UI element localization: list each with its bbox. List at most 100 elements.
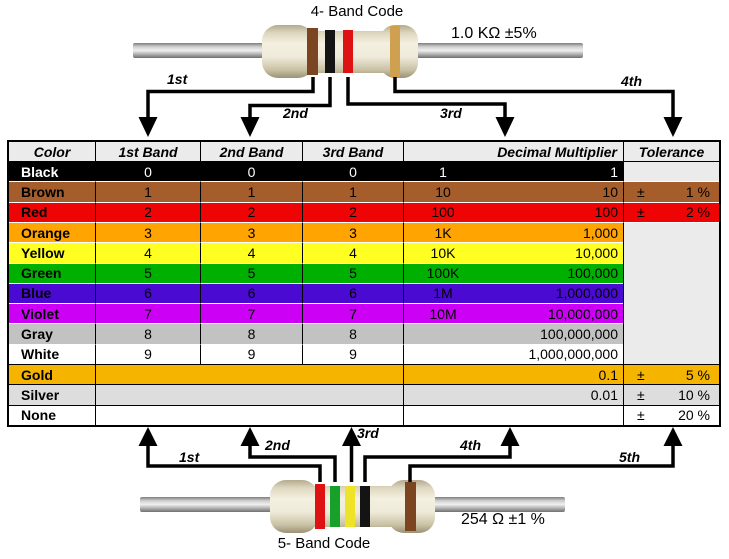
resistor-body-end-left (262, 25, 314, 78)
arrow-label-4th-top: 4th (621, 73, 642, 89)
band-digit-cell: 1 (200, 181, 302, 202)
tolerance-value: 10 % (678, 387, 710, 404)
multiplier-short: 10K (430, 244, 456, 261)
color-code-table: Color 1st Band 2nd Band 3rd Band Decimal Mul… (7, 140, 721, 427)
top-arrows (138, 77, 683, 137)
column-header: 1st Band (95, 142, 200, 161)
arrow-5th-bottom (408, 445, 675, 482)
band-digit-cell: 3 (302, 221, 403, 243)
arrow-4th-top (393, 77, 675, 119)
multiplier-short: 100 (431, 204, 455, 221)
arrowhead-up-icon (138, 427, 158, 446)
arrow-label-4th-bottom: 4th (460, 437, 481, 453)
column-header: 3rd Band (302, 142, 403, 161)
column-header: Tolerance (623, 142, 719, 161)
multiplier-cell: 1,000,000,000 (403, 343, 623, 365)
arrow-label-2nd-bottom: 2nd (265, 437, 290, 453)
arrow-label-3rd-top: 3rd (440, 105, 462, 121)
band-digit-cell: 4 (302, 242, 403, 263)
band-digit-cell: 5 (302, 262, 403, 283)
multiplier-short: 1K (434, 224, 452, 241)
multiplier-long: 100,000,000 (540, 326, 618, 343)
color-name-cell: Red (9, 201, 95, 222)
band-digit-cell: 7 (95, 303, 200, 324)
band-digit-cell: 8 (302, 323, 403, 344)
tolerance-value: 5 % (685, 366, 710, 383)
band-digit-cell: 5 (95, 262, 200, 283)
plus-minus-sign: ± (637, 387, 645, 404)
band-digit-cell: 9 (95, 343, 200, 365)
multiplier-long: 10 (602, 183, 618, 200)
plus-minus-sign: ± (637, 183, 645, 200)
arrow-3rd-top (346, 77, 507, 119)
arrow-2nd-bottom (248, 445, 337, 482)
five-band-title: 5- Band Code (277, 535, 371, 552)
multiplier-cell: 10M 10,000,000 (403, 303, 623, 324)
multiplier-cell: 100K 100,000 (403, 262, 623, 283)
color-name-cell: White (9, 343, 95, 365)
tolerance-merged-cell (623, 221, 719, 365)
multiplier-cell: 1M 1,000,000 (403, 282, 623, 304)
arrowhead-down-icon (240, 117, 260, 137)
color-name-cell: Green (9, 262, 95, 283)
plus-minus-sign: ± (637, 366, 645, 383)
band-digit-cell: 3 (200, 221, 302, 243)
five-band-resistor (140, 480, 565, 533)
multiplier-long: 0.01 (590, 387, 618, 404)
arrowhead-down-icon (138, 117, 158, 137)
arrow-label-5th-bottom: 5th (619, 449, 640, 465)
multiplier-short: 10 (435, 183, 451, 200)
column-header: Color (9, 142, 95, 161)
tolerance-cell: ±10 % (623, 384, 719, 405)
band-digit-cell: 2 (302, 201, 403, 222)
multiplier-cell: 100,000,000 (403, 323, 623, 344)
arrow-label-1st-bottom: 1st (179, 449, 200, 465)
arrow-label-2nd-top: 2nd (283, 105, 308, 121)
band-digit-cell: 1 (95, 181, 200, 202)
color-name-cell: Gray (9, 323, 95, 344)
arrow-4th-bottom (363, 445, 512, 482)
band-digit-cell: 3 (95, 221, 200, 243)
multiplier-short: 10M (429, 305, 457, 322)
band-digit-cell: 7 (200, 303, 302, 324)
resistor-band (405, 482, 416, 531)
multiplier-long: 100 (594, 204, 618, 221)
band-digit-cell: 4 (95, 242, 200, 263)
resistor-body-end-left (270, 480, 318, 533)
band-digit-cell: 9 (302, 343, 403, 365)
resistor-band (325, 30, 335, 73)
band-digit-cell: 6 (95, 282, 200, 304)
band-digit-cell: 0 (200, 161, 302, 182)
tolerance-value: 2 % (685, 204, 710, 221)
band-digit-cell: 4 (200, 242, 302, 263)
multiplier-cell: 1K 1,000 (403, 221, 623, 243)
four-band-value: 1.0 KΩ ±5% (451, 25, 537, 42)
arrowhead-down-icon (495, 117, 515, 137)
tolerance-cell: ±20 % (623, 404, 719, 425)
tolerance-cell: ±2 % (623, 201, 719, 222)
band-digit-cell: 9 (200, 343, 302, 365)
multiplier-cell: 0.1 (403, 364, 623, 385)
column-header: 2nd Band (200, 142, 302, 161)
resistor-band (343, 30, 353, 73)
four-band-resistor (133, 25, 583, 78)
multiplier-long: 1,000 (582, 224, 618, 241)
color-name-cell: Orange (9, 221, 95, 243)
color-name-cell: Silver (9, 384, 95, 405)
arrowhead-up-icon (500, 427, 520, 446)
tolerance-cell: ±5 % (623, 364, 719, 385)
band-digit-cell: 2 (200, 201, 302, 222)
multiplier-cell: 10 10 (403, 181, 623, 202)
resistor-band (390, 26, 400, 77)
resistor-band (360, 486, 370, 527)
resistor-band (307, 28, 318, 75)
plus-minus-sign: ± (637, 407, 645, 424)
bands-merged-cell (95, 404, 403, 425)
multiplier-short: 100K (426, 265, 460, 282)
tolerance-cell: ±1 % (623, 181, 719, 202)
color-name-cell: Brown (9, 181, 95, 202)
band-digit-cell: 8 (200, 323, 302, 344)
band-digit-cell: 7 (302, 303, 403, 324)
color-name-cell: Gold (9, 364, 95, 385)
bands-merged-cell (95, 364, 403, 385)
